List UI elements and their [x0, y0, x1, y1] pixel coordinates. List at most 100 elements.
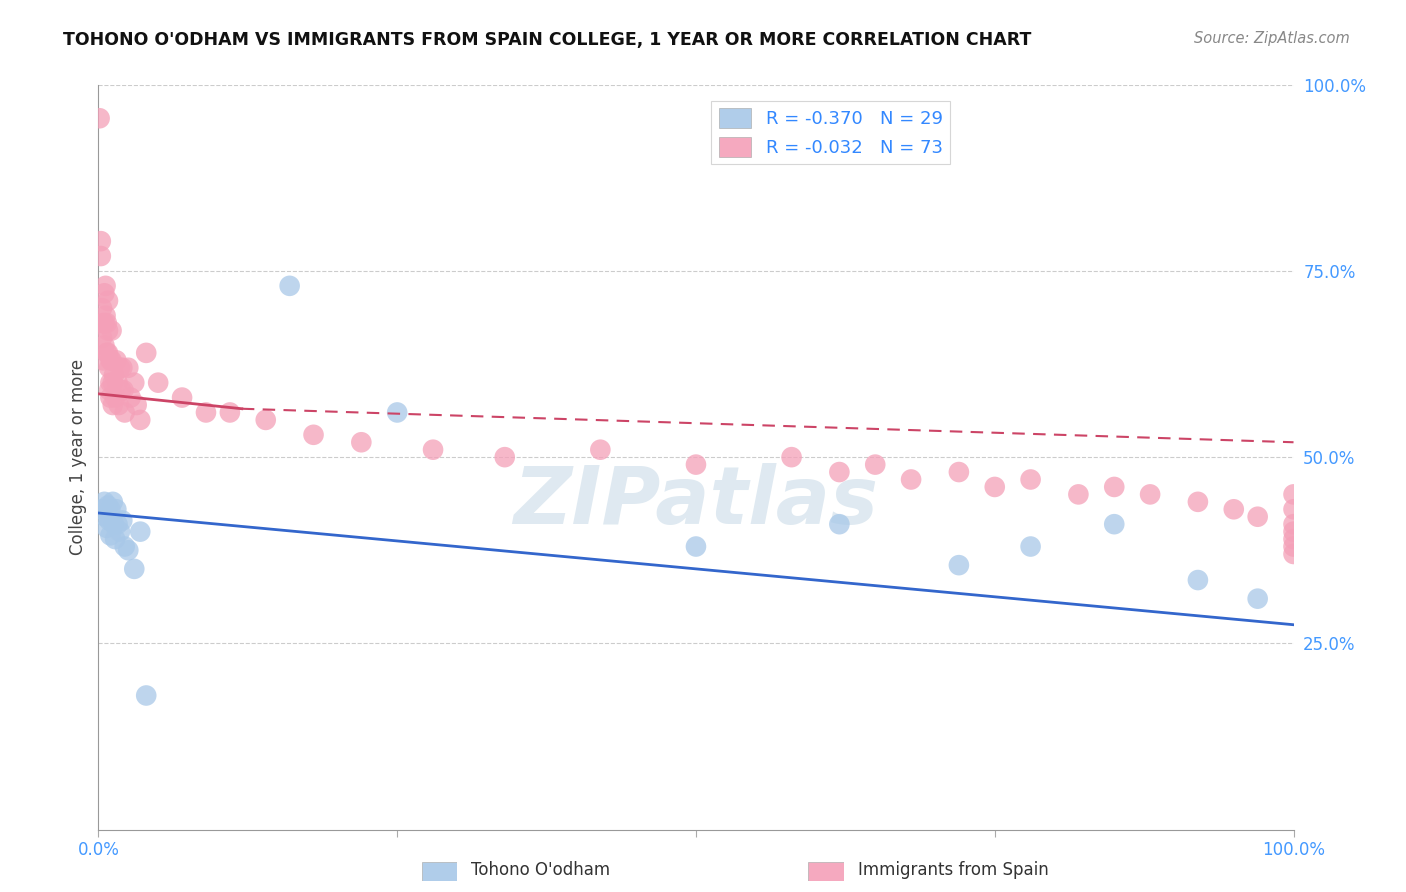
Point: [1282, 540, 1305, 554]
Point: [900, 473, 922, 487]
Point: [101, 495, 124, 509]
Point: [104, 532, 127, 546]
Point: [1104, 480, 1126, 494]
Point: [93, 495, 115, 509]
Text: TOHONO O'ODHAM VS IMMIGRANTS FROM SPAIN COLLEGE, 1 YEAR OR MORE CORRELATION CHAR: TOHONO O'ODHAM VS IMMIGRANTS FROM SPAIN …: [63, 31, 1032, 49]
Legend: R = -0.370   N = 29, R = -0.032   N = 73: R = -0.370 N = 29, R = -0.032 N = 73: [711, 101, 950, 164]
Text: Tohono O'odham: Tohono O'odham: [471, 861, 610, 879]
Point: [984, 480, 1007, 494]
Text: Source: ZipAtlas.com: Source: ZipAtlas.com: [1194, 31, 1350, 46]
Point: [114, 405, 136, 419]
Point: [1282, 517, 1305, 532]
Point: [172, 391, 194, 405]
Point: [120, 391, 142, 405]
Point: [1247, 509, 1270, 524]
Point: [124, 376, 146, 390]
Point: [93, 316, 115, 330]
Point: [350, 435, 373, 450]
Point: [195, 405, 218, 419]
Point: [107, 517, 129, 532]
Point: [93, 338, 115, 352]
Point: [385, 405, 409, 419]
Point: [104, 391, 127, 405]
Point: [685, 458, 707, 472]
Point: [90, 249, 112, 263]
Text: ZIPatlas: ZIPatlas: [513, 463, 879, 541]
Point: [1019, 473, 1042, 487]
Point: [117, 543, 139, 558]
Point: [89, 112, 111, 126]
Point: [108, 360, 131, 375]
Point: [1282, 524, 1305, 539]
Point: [780, 450, 803, 464]
Point: [111, 360, 134, 375]
Point: [98, 502, 122, 516]
Point: [91, 353, 114, 368]
Text: Immigrants from Spain: Immigrants from Spain: [858, 861, 1049, 879]
Point: [135, 346, 157, 360]
Point: [1187, 573, 1209, 587]
Point: [117, 360, 139, 375]
Point: [91, 316, 114, 330]
Point: [948, 465, 970, 479]
Point: [1019, 540, 1042, 554]
Point: [1139, 487, 1161, 501]
Point: [96, 316, 118, 330]
Point: [105, 353, 128, 368]
Point: [97, 346, 120, 360]
Point: [1282, 547, 1305, 561]
Point: [589, 442, 612, 457]
Point: [112, 383, 135, 397]
Point: [98, 383, 121, 397]
Point: [828, 517, 851, 532]
Point: [124, 562, 146, 576]
Point: [97, 324, 120, 338]
Point: [105, 502, 128, 516]
Point: [103, 368, 125, 383]
Point: [219, 405, 242, 419]
Point: [108, 524, 131, 539]
Point: [91, 331, 114, 345]
Point: [97, 499, 120, 513]
Point: [278, 278, 301, 293]
Point: [129, 524, 152, 539]
Point: [103, 517, 125, 532]
Point: [494, 450, 516, 464]
Point: [94, 309, 117, 323]
Point: [96, 521, 118, 535]
Point: [948, 558, 970, 573]
Point: [101, 398, 124, 412]
Point: [422, 442, 444, 457]
Point: [114, 540, 136, 554]
Point: [96, 346, 118, 360]
Point: [1187, 495, 1209, 509]
Point: [148, 376, 170, 390]
Point: [111, 513, 134, 527]
Point: [1282, 487, 1305, 501]
Point: [91, 301, 114, 316]
Point: [98, 391, 122, 405]
Point: [97, 293, 120, 308]
Point: [1067, 487, 1090, 501]
Point: [98, 360, 121, 375]
Point: [125, 398, 148, 412]
Point: [107, 376, 129, 390]
Point: [107, 398, 129, 412]
Point: [101, 376, 124, 390]
Point: [129, 413, 152, 427]
Point: [94, 278, 117, 293]
Y-axis label: College, 1 year or more: College, 1 year or more: [69, 359, 87, 555]
Point: [98, 376, 122, 390]
Point: [91, 502, 114, 516]
Point: [98, 528, 122, 542]
Point: [1247, 591, 1270, 606]
Point: [98, 513, 121, 527]
Point: [135, 689, 157, 703]
Point: [93, 286, 115, 301]
Point: [1282, 532, 1305, 546]
Point: [828, 465, 851, 479]
Point: [1104, 517, 1126, 532]
Point: [254, 413, 277, 427]
Point: [110, 383, 132, 397]
Point: [1223, 502, 1246, 516]
